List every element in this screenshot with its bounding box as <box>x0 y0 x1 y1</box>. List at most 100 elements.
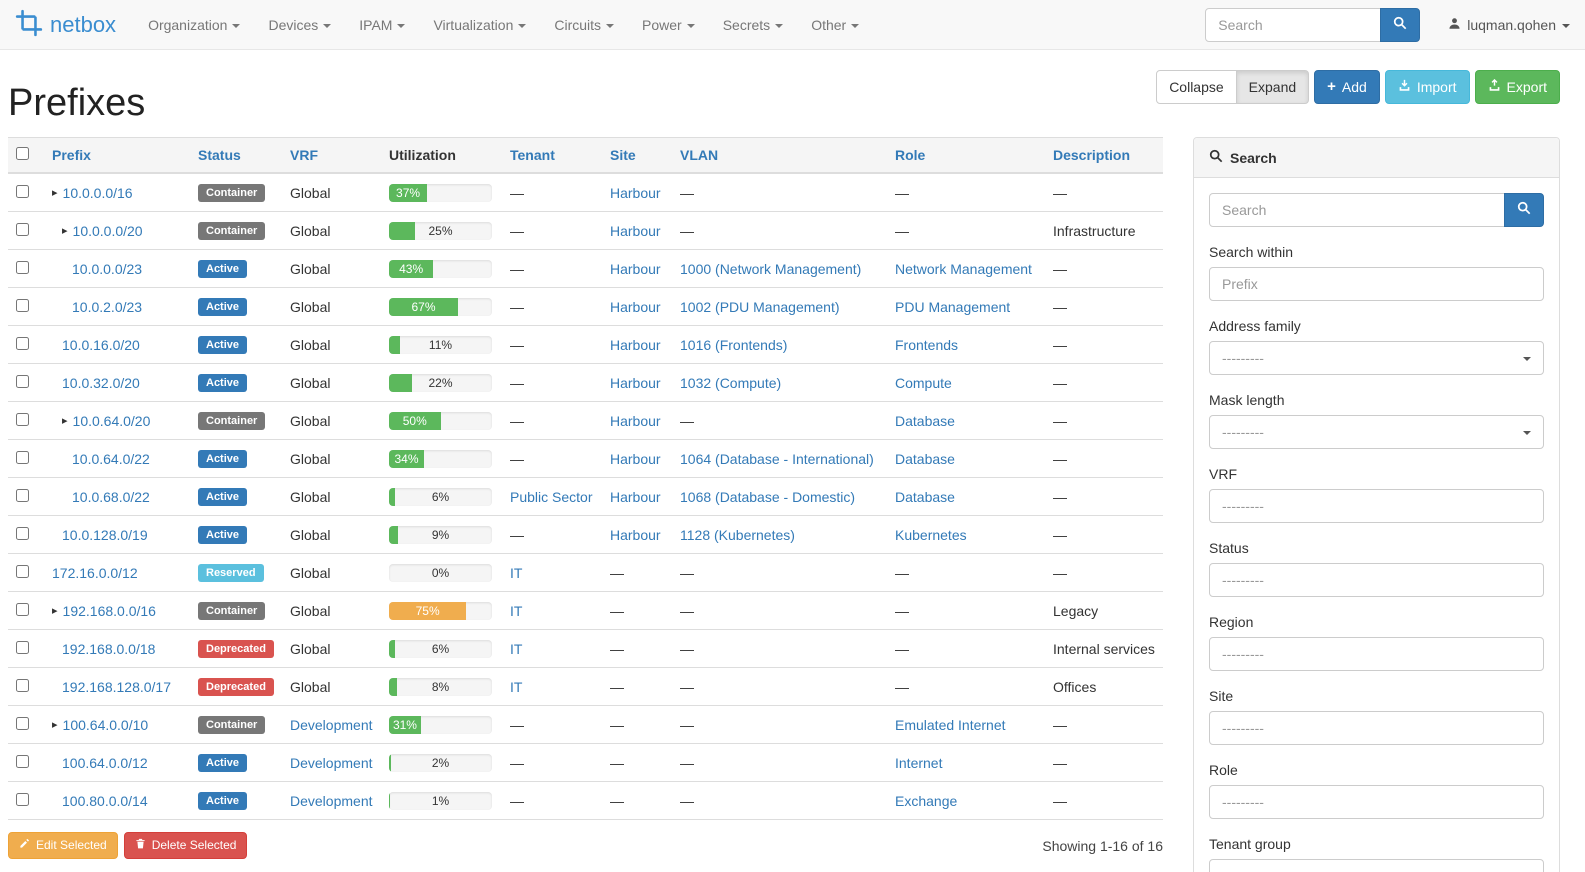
tenant-group-filter-input[interactable] <box>1209 859 1544 872</box>
prefix-link[interactable]: 10.0.64.0/20 <box>72 412 151 429</box>
sort-link[interactable]: Prefix <box>52 147 91 163</box>
prefix-link[interactable]: 10.0.0.0/23 <box>72 260 143 277</box>
prefix-link[interactable]: 192.168.0.0/16 <box>62 602 156 619</box>
edit-selected-button[interactable]: Edit Selected <box>8 832 118 859</box>
vlan-link[interactable]: 1128 (Kubernetes) <box>680 526 795 543</box>
vlan-link[interactable]: 1016 (Frontends) <box>680 336 788 353</box>
role-link[interactable]: Kubernetes <box>895 526 967 543</box>
prefix-link[interactable]: 10.0.128.0/19 <box>62 526 148 543</box>
row-checkbox[interactable] <box>16 640 29 654</box>
prefix-link[interactable]: 100.64.0.0/10 <box>62 716 149 733</box>
import-button[interactable]: Import <box>1384 70 1470 104</box>
nav-menu-ipam[interactable]: IPAM <box>345 2 419 48</box>
user-menu[interactable]: luqman.qohen <box>1448 17 1570 33</box>
global-search-button[interactable] <box>1380 7 1421 42</box>
nav-menu-organization[interactable]: Organization <box>134 2 254 48</box>
netbox-brand[interactable]: netbox <box>15 9 116 40</box>
sort-link[interactable]: Tenant <box>510 147 555 163</box>
prefix-link[interactable]: 10.0.68.0/22 <box>72 488 150 505</box>
role-filter-input[interactable] <box>1209 785 1544 819</box>
expand-toggle-icon[interactable]: ▸ <box>52 605 58 617</box>
row-checkbox[interactable] <box>16 754 29 768</box>
row-checkbox[interactable] <box>16 298 29 312</box>
row-checkbox[interactable] <box>16 678 29 692</box>
vlan-link[interactable]: 1002 (PDU Management) <box>680 298 840 315</box>
prefix-link[interactable]: 172.16.0.0/12 <box>52 564 138 581</box>
site-link[interactable]: Harbour <box>610 298 661 315</box>
nav-menu-other[interactable]: Other <box>797 2 873 48</box>
tenant-link[interactable]: IT <box>510 640 523 657</box>
tenant-link[interactable]: IT <box>510 678 523 695</box>
site-link[interactable]: Harbour <box>610 488 661 505</box>
status-filter-input[interactable] <box>1209 563 1544 597</box>
global-search-input[interactable] <box>1205 7 1382 42</box>
address-family-select[interactable]: --------- <box>1209 341 1544 375</box>
role-link[interactable]: Compute <box>895 374 952 391</box>
site-link[interactable]: Harbour <box>610 412 661 429</box>
tenant-link[interactable]: Public Sector <box>510 488 593 505</box>
sort-link[interactable]: Site <box>610 147 636 163</box>
vlan-link[interactable]: 1000 (Network Management) <box>680 260 862 277</box>
sidebar-search-button[interactable] <box>1504 193 1544 227</box>
expand-button[interactable]: Expand <box>1235 70 1310 104</box>
sort-link[interactable]: Description <box>1053 147 1131 163</box>
role-link[interactable]: Network Management <box>895 260 1032 277</box>
expand-toggle-icon[interactable]: ▸ <box>52 187 58 199</box>
sort-link[interactable]: Role <box>895 147 926 163</box>
region-filter-input[interactable] <box>1209 637 1544 671</box>
nav-menu-virtualization[interactable]: Virtualization <box>419 2 540 48</box>
prefix-link[interactable]: 100.64.0.0/12 <box>62 754 148 771</box>
row-checkbox[interactable] <box>16 564 29 578</box>
mask-length-select[interactable]: --------- <box>1209 415 1544 449</box>
sort-link[interactable]: VLAN <box>680 147 719 163</box>
role-link[interactable]: Internet <box>895 754 943 771</box>
row-checkbox[interactable] <box>16 792 29 806</box>
row-checkbox[interactable] <box>16 184 29 198</box>
role-link[interactable]: Frontends <box>895 336 959 353</box>
row-checkbox[interactable] <box>16 260 29 274</box>
row-checkbox[interactable] <box>16 450 29 464</box>
prefix-link[interactable]: 192.168.0.0/18 <box>62 640 156 657</box>
prefix-link[interactable]: 10.0.32.0/20 <box>62 374 140 391</box>
vrf-filter-input[interactable] <box>1209 489 1544 523</box>
row-checkbox[interactable] <box>16 602 29 616</box>
tenant-link[interactable]: IT <box>510 564 523 581</box>
prefix-link[interactable]: 10.0.64.0/22 <box>72 450 150 467</box>
row-checkbox[interactable] <box>16 336 29 350</box>
role-link[interactable]: Emulated Internet <box>895 716 1006 733</box>
row-checkbox[interactable] <box>16 716 29 730</box>
sort-link[interactable]: VRF <box>290 147 318 163</box>
search-within-filter-input[interactable] <box>1209 267 1544 301</box>
row-checkbox[interactable] <box>16 412 29 426</box>
prefix-link[interactable]: 10.0.0.0/16 <box>62 184 133 201</box>
row-checkbox[interactable] <box>16 526 29 540</box>
prefix-link[interactable]: 10.0.16.0/20 <box>62 336 140 353</box>
role-link[interactable]: Database <box>895 412 955 429</box>
collapse-button[interactable]: Collapse <box>1156 70 1237 104</box>
nav-menu-devices[interactable]: Devices <box>254 2 345 48</box>
tenant-link[interactable]: IT <box>510 602 523 619</box>
nav-menu-circuits[interactable]: Circuits <box>540 2 628 48</box>
vlan-link[interactable]: 1032 (Compute) <box>680 374 782 391</box>
vlan-link[interactable]: 1068 (Database - Domestic) <box>680 488 856 505</box>
vrf-link[interactable]: Development <box>290 716 373 733</box>
select-all-checkbox[interactable] <box>16 147 29 160</box>
site-link[interactable]: Harbour <box>610 222 661 239</box>
prefix-link[interactable]: 10.0.2.0/23 <box>72 298 143 315</box>
vrf-link[interactable]: Development <box>290 754 373 771</box>
prefix-link[interactable]: 10.0.0.0/20 <box>72 222 143 239</box>
role-link[interactable]: Database <box>895 450 955 467</box>
site-link[interactable]: Harbour <box>610 450 661 467</box>
prefix-link[interactable]: 192.168.128.0/17 <box>62 678 171 695</box>
nav-menu-power[interactable]: Power <box>628 2 709 48</box>
vlan-link[interactable]: 1064 (Database - International) <box>680 450 874 467</box>
site-link[interactable]: Harbour <box>610 184 661 201</box>
delete-selected-button[interactable]: Delete Selected <box>123 832 248 859</box>
site-filter-input[interactable] <box>1209 711 1544 745</box>
expand-toggle-icon[interactable]: ▸ <box>62 225 68 237</box>
site-link[interactable]: Harbour <box>610 374 661 391</box>
row-checkbox[interactable] <box>16 374 29 388</box>
role-link[interactable]: Database <box>895 488 955 505</box>
export-button[interactable]: Export <box>1474 70 1560 104</box>
role-link[interactable]: Exchange <box>895 792 958 809</box>
